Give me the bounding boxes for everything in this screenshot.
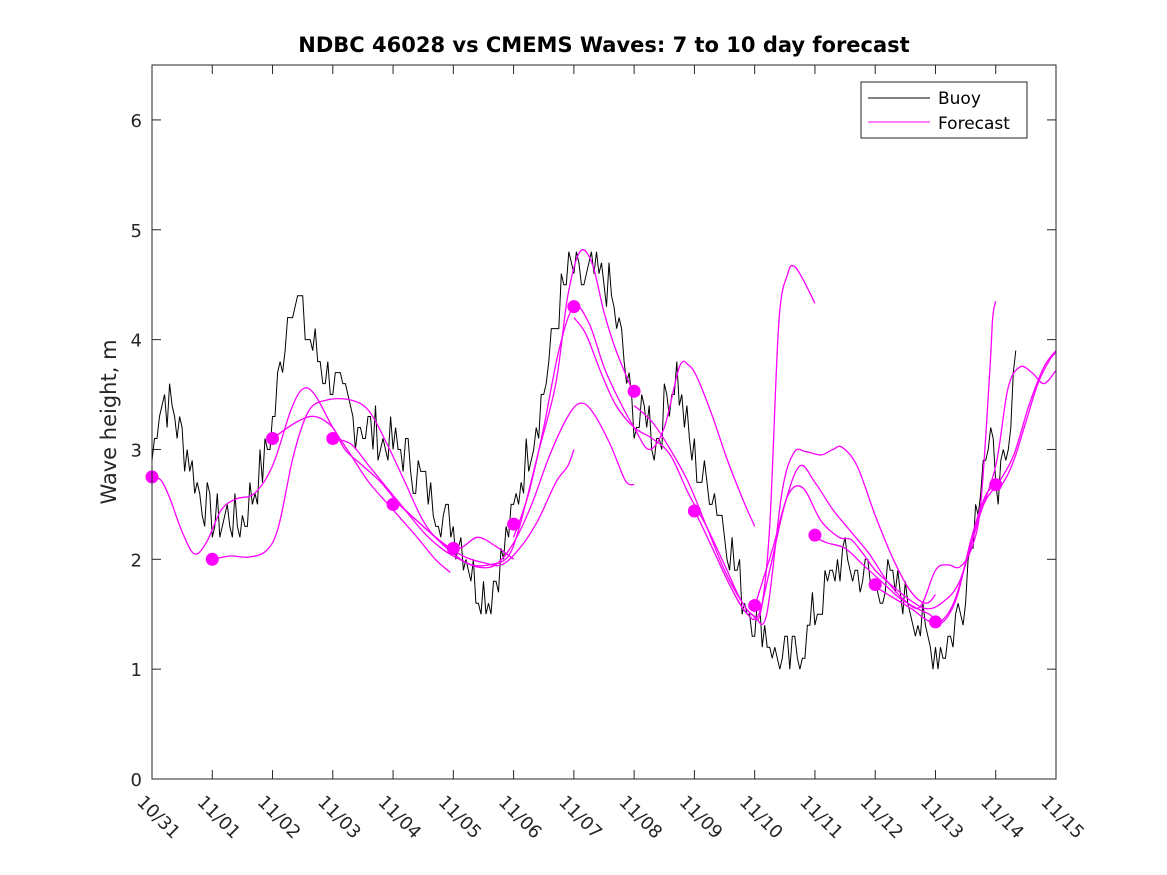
y-axis-label: Wave height, m xyxy=(97,339,121,504)
forecast-marker xyxy=(627,384,641,398)
forecast-line xyxy=(874,350,1057,625)
forecast-marker xyxy=(507,517,521,531)
forecast-marker xyxy=(748,598,762,612)
legend-buoy-label: Buoy xyxy=(938,89,981,109)
forecast-marker xyxy=(868,578,882,592)
legend-box xyxy=(860,81,1028,139)
legend: Buoy Forecast xyxy=(860,81,1028,139)
legend-forecast-label: Forecast xyxy=(938,114,1010,134)
forecast-marker xyxy=(326,431,340,445)
forecast-marker xyxy=(386,497,400,511)
forecast-line xyxy=(512,305,756,538)
forecast-line xyxy=(814,352,1057,625)
y-tick-label: 5 xyxy=(131,221,142,242)
plot-area xyxy=(152,65,1056,779)
forecast-line xyxy=(693,301,997,621)
forecast-marker xyxy=(205,552,219,566)
forecast-line xyxy=(392,449,575,567)
forecast-marker xyxy=(567,300,581,314)
y-tick-label: 1 xyxy=(131,660,142,681)
axes-box xyxy=(151,64,1057,780)
y-tick-label: 3 xyxy=(131,440,142,461)
forecast-line xyxy=(573,264,816,621)
forecast-marker xyxy=(446,541,460,555)
y-tick-label: 0 xyxy=(131,770,142,791)
y-tick-label: 6 xyxy=(131,111,142,132)
chart-title: NDBC 46028 vs CMEMS Waves: 7 to 10 day f… xyxy=(298,33,909,57)
forecast-markers xyxy=(145,300,1003,629)
forecast-marker xyxy=(687,504,701,518)
axis-ticks xyxy=(151,65,1057,780)
forecast-marker xyxy=(808,528,822,542)
forecast-marker xyxy=(989,478,1003,492)
forecast-line xyxy=(212,398,514,560)
forecast-line xyxy=(754,365,1057,610)
y-tick-label: 4 xyxy=(131,331,142,352)
forecast-marker xyxy=(266,431,280,445)
forecast-series xyxy=(151,249,1057,626)
y-tick-label: 2 xyxy=(131,550,142,571)
forecast-marker xyxy=(928,615,942,629)
forecast-line xyxy=(633,405,936,626)
